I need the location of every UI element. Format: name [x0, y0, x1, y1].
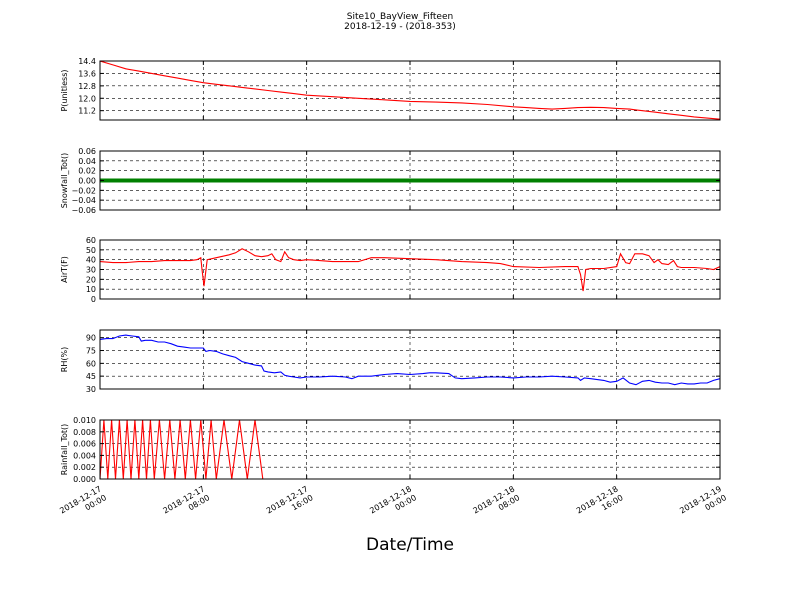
y-tick-label: 30	[86, 266, 96, 275]
y-tick-label: 30	[86, 385, 96, 394]
y-tick-label: 0.02	[78, 167, 96, 176]
y-tick-label: 12.0	[78, 94, 96, 103]
series-line-2	[100, 248, 720, 292]
y-axis-label: AirT(F)	[60, 256, 69, 283]
panel-4: 0.000 0.002 0.004 0.006 0.008 0.010 Rainfall_T…	[60, 416, 721, 484]
y-axis-label: Rainfall_Tot()	[60, 424, 69, 476]
y-tick-label: 12.8	[78, 82, 96, 91]
y-tick-label: 0.06	[78, 147, 96, 156]
chart-title-line1: Site10_BayView_Fifteen	[347, 12, 453, 22]
y-tick-label: −0.02	[71, 186, 96, 195]
series-line-3	[100, 334, 720, 386]
y-tick-label: 90	[86, 334, 96, 343]
y-tick-label: 20	[86, 275, 96, 284]
y-tick-label: 40	[86, 256, 96, 265]
y-tick-label: 50	[86, 246, 96, 255]
chart-title-line2: 2018-12-19 - (2018-353)	[344, 22, 456, 32]
panel-0: 11.2 12.0 12.8 13.6 14.4 P(unitless)	[60, 57, 721, 121]
y-tick-label: 60	[86, 359, 96, 368]
y-axis-label: P(unitless)	[60, 69, 69, 111]
y-tick-label: 45	[86, 372, 96, 381]
y-tick-label: 0.04	[78, 157, 96, 166]
series-line-4	[100, 420, 720, 479]
y-tick-label: 13.6	[78, 69, 96, 78]
y-tick-label: 0.004	[73, 451, 96, 460]
y-tick-label: 60	[86, 236, 96, 245]
chart-panels: 11.212.012.813.614.4P(unitless)−0.06−0.0…	[60, 57, 721, 484]
x-axis-label: Date/Time	[366, 535, 454, 555]
y-tick-label: 14.4	[78, 57, 96, 66]
y-tick-label: 0.010	[73, 416, 96, 425]
y-tick-label: 0.008	[73, 428, 96, 437]
y-tick-label: 0.006	[73, 440, 96, 449]
y-tick-label: −0.06	[71, 206, 96, 215]
y-tick-label: 0.002	[73, 463, 96, 472]
y-tick-label: 11.2	[78, 107, 96, 116]
y-tick-label: 10	[86, 285, 96, 294]
series-line-0	[100, 61, 720, 120]
y-tick-label: 0	[91, 295, 96, 304]
panel-3: 30 45 60 75 90 RH(%)	[60, 329, 721, 394]
y-tick-label: 75	[86, 347, 96, 356]
y-tick-label: 0.00	[78, 177, 96, 186]
y-axis-label: RH(%)	[60, 347, 69, 372]
y-tick-label: 0.000	[73, 475, 96, 484]
panel-1: −0.06−0.04−0.020.000.020.040.06 Snowfall_…	[60, 147, 721, 215]
y-axis-label: Snowfall_Tot()	[60, 153, 69, 209]
y-tick-label: −0.04	[71, 196, 96, 205]
